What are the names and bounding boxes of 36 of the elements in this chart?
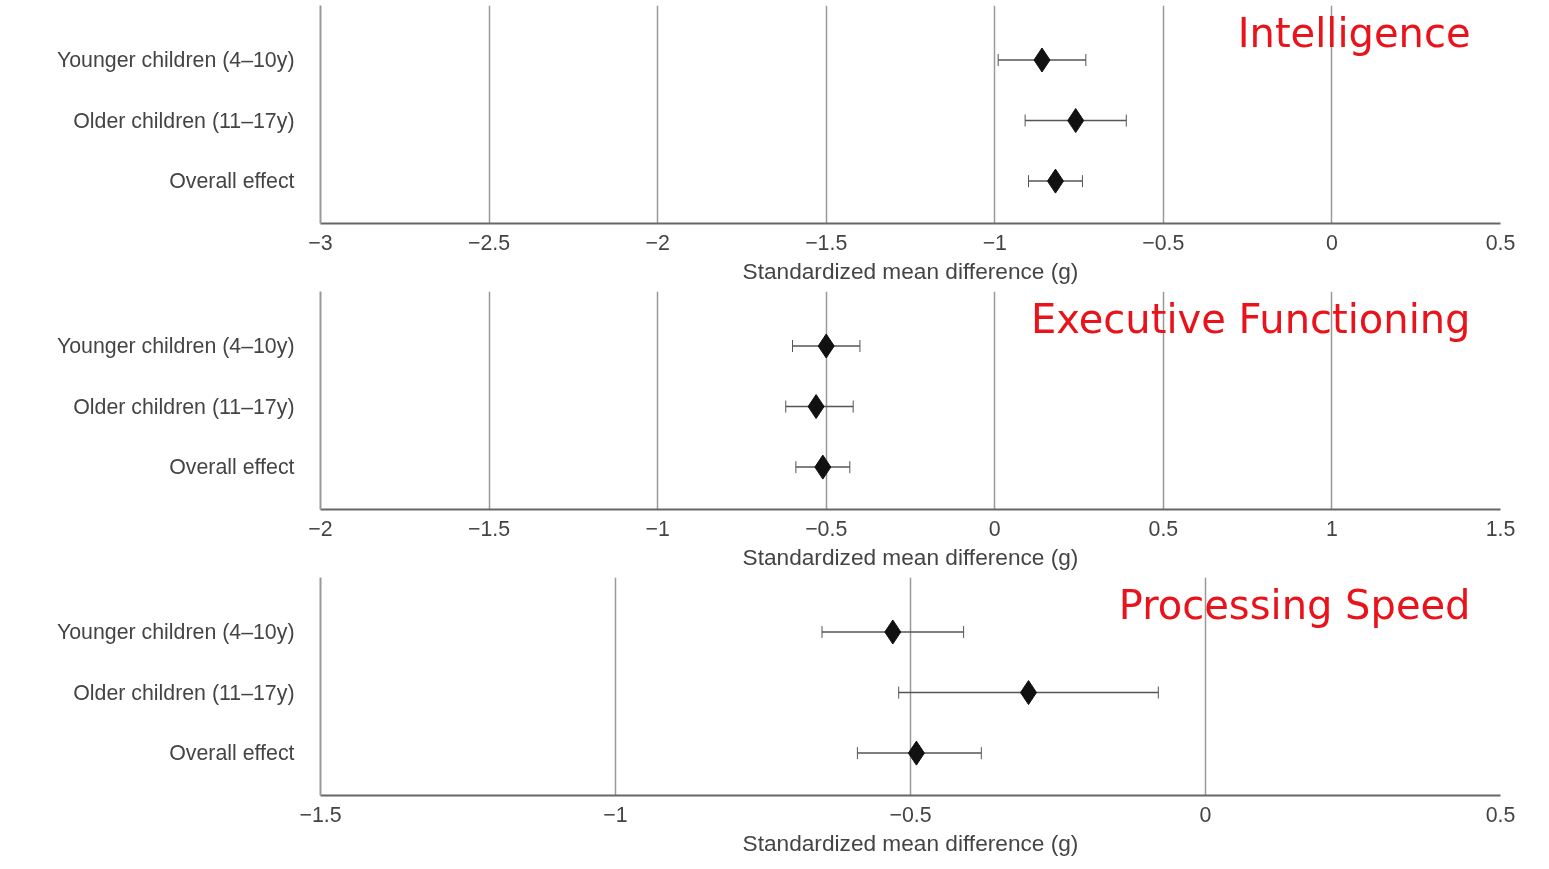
x-axis-title: Standardized mean difference (g) [742, 257, 1079, 284]
x-tick-label: 1.5 [1485, 516, 1516, 541]
x-tick-label: −1 [603, 802, 628, 827]
x-tick-label: 0.5 [1485, 230, 1516, 255]
x-tick-label: −2.5 [468, 230, 511, 255]
x-tick-label: −0.5 [805, 516, 848, 541]
x-tick-label: −2 [645, 230, 670, 255]
x-axis-title: Standardized mean difference (g) [742, 829, 1079, 856]
chart-title: Intelligence [1237, 9, 1471, 56]
y-tick-label: Younger children (4–10y) [56, 620, 295, 644]
x-tick-label: −0.5 [1142, 230, 1185, 255]
y-tick-label: Older children (11–17y) [73, 108, 295, 133]
y-tick-label: Older children (11–17y) [73, 394, 295, 419]
x-tick-label: −1 [982, 230, 1007, 255]
y-tick-label: Overall effect [169, 169, 295, 194]
x-tick-label: −1.5 [805, 230, 848, 255]
x-tick-label: 0 [1199, 802, 1212, 827]
chart-title: Executive Functioning [1031, 295, 1471, 342]
x-tick-label: 0 [988, 516, 1001, 541]
x-tick-label: 0 [1326, 230, 1338, 255]
x-tick-label: 1 [1326, 516, 1338, 541]
x-tick-label: −1 [645, 516, 670, 541]
x-tick-label: −0.5 [889, 802, 932, 827]
x-tick-label: −1.5 [299, 802, 342, 827]
x-tick-label: −3 [308, 230, 333, 255]
y-tick-label: Overall effect [169, 741, 295, 766]
x-axis-title: Standardized mean difference (g) [742, 543, 1079, 570]
y-tick-label: Younger children (4–10y) [56, 48, 295, 72]
y-tick-label: Overall effect [169, 455, 295, 480]
x-tick-label: −2 [308, 516, 333, 541]
y-tick-label: Younger children (4–10y) [56, 334, 295, 358]
chart-title: Processing Speed [1118, 581, 1471, 628]
x-tick-label: 0.5 [1485, 802, 1516, 827]
x-tick-label: −1.5 [468, 516, 511, 541]
x-tick-label: 0.5 [1148, 516, 1179, 541]
y-tick-label: Older children (11–17y) [73, 680, 295, 705]
